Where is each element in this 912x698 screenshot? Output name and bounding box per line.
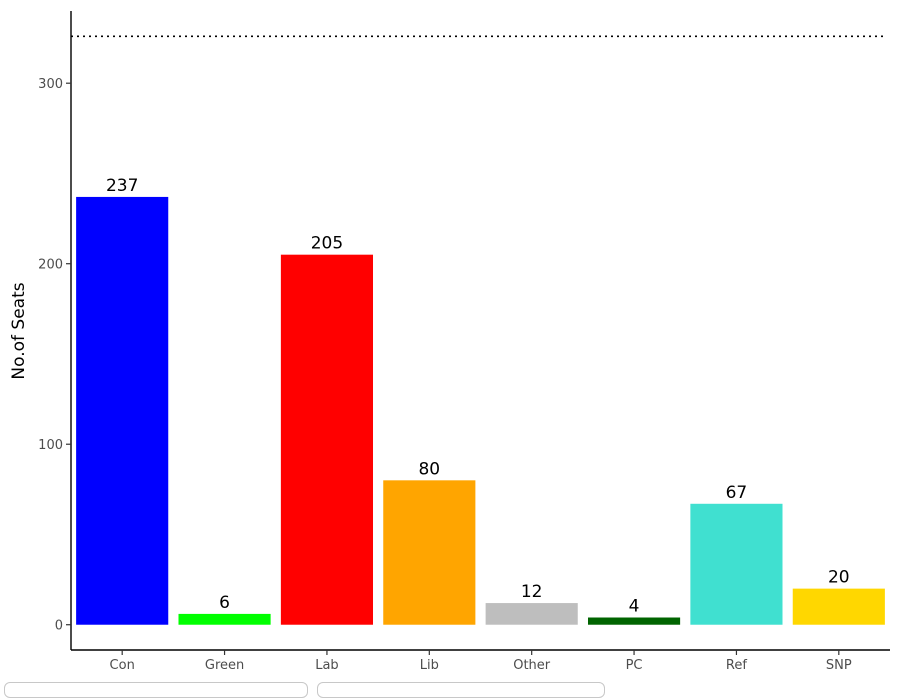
x-tick-label-pc: PC: [626, 658, 643, 673]
bar-green: [178, 613, 271, 625]
axes-layer: [70, 11, 890, 651]
bar-lab: [280, 254, 374, 625]
data-label-con: 237: [106, 176, 138, 196]
y-tick-label: 200: [38, 258, 63, 273]
y-axis-title: No.of Seats: [9, 282, 29, 379]
data-label-snp: 20: [828, 568, 850, 588]
bottom-tab-right[interactable]: [317, 682, 605, 698]
data-label-green: 6: [219, 593, 230, 613]
x-tick-label-con: Con: [110, 658, 135, 673]
bar-pc: [587, 617, 681, 625]
bar-lib: [383, 480, 476, 625]
bar-ref: [690, 503, 783, 625]
x-tick-label-lab: Lab: [315, 658, 338, 673]
y-tick-label: 0: [55, 619, 63, 634]
data-labels-layer: 237 6 205 80 12 4 67 20: [106, 176, 850, 617]
bar-snp: [792, 588, 885, 625]
bars-layer: [76, 196, 885, 625]
y-tick-label: 300: [38, 77, 63, 92]
x-tick-label-lib: Lib: [420, 658, 439, 673]
x-tick-label-other: Other: [513, 658, 551, 673]
bar-con: [76, 196, 169, 625]
data-label-ref: 67: [726, 483, 748, 503]
bar-other: [485, 603, 578, 625]
data-label-lib: 80: [418, 459, 440, 479]
bottom-tab-left[interactable]: [4, 682, 308, 698]
x-tick-label-snp: SNP: [826, 658, 852, 673]
x-ticks-layer: Con Green Lab Lib Other PC Ref SNP: [110, 650, 852, 673]
data-label-lab: 205: [311, 234, 343, 254]
data-label-pc: 4: [629, 597, 640, 617]
x-tick-label-green: Green: [205, 658, 244, 673]
data-label-other: 12: [521, 582, 543, 602]
y-tick-label: 100: [38, 438, 63, 453]
y-ticks-layer: 0 100 200 300: [38, 77, 71, 634]
x-tick-label-ref: Ref: [726, 658, 747, 673]
